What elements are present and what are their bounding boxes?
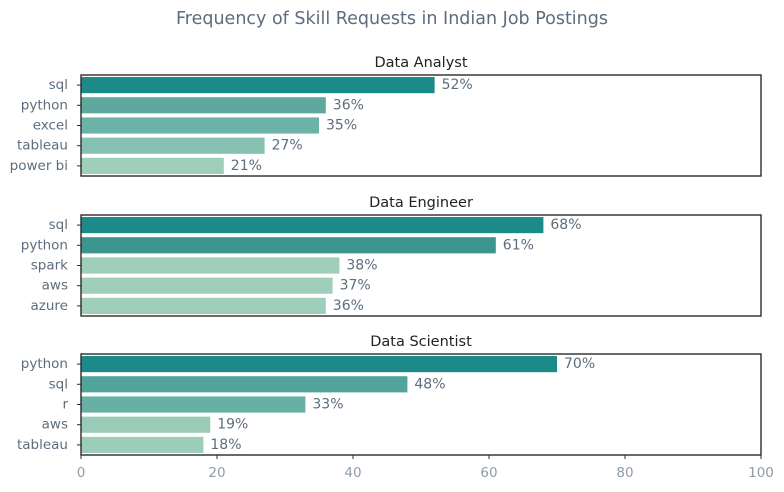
data-label: 70% — [564, 356, 595, 372]
panel-2: Data Scientist python 70% sql 48% r 33% aws 19% t… — [17, 334, 762, 456]
data-label: 27% — [272, 138, 303, 154]
bar — [81, 376, 408, 393]
data-label: 61% — [503, 237, 534, 253]
y-tick-label: excel — [33, 118, 68, 134]
y-tick-label: power bi — [10, 158, 68, 174]
x-tick-label: 20 — [208, 465, 225, 481]
chart-title: Frequency of Skill Requests in Indian Jo… — [176, 9, 608, 29]
y-tick-label: azure — [31, 298, 68, 314]
y-tick-label: python — [21, 97, 68, 113]
bar — [81, 356, 557, 373]
data-label: 68% — [550, 217, 581, 233]
bar — [81, 137, 265, 154]
bar — [81, 257, 340, 274]
y-tick-label: tableau — [17, 138, 68, 154]
panel-title: Data Analyst — [374, 55, 467, 71]
y-tick-label: aws — [42, 417, 68, 433]
panel-title: Data Scientist — [370, 334, 472, 350]
data-label: 18% — [210, 437, 241, 453]
bar — [81, 117, 319, 134]
bar — [81, 157, 224, 174]
bar — [81, 277, 333, 294]
y-tick-label: r — [62, 397, 68, 413]
data-label: 37% — [340, 278, 371, 294]
panel-frame — [80, 214, 762, 317]
chart-panels: Data Analyst sql 52% python 36% excel 35% table… — [10, 55, 762, 456]
panel-title: Data Engineer — [369, 195, 473, 211]
y-tick-label: sql — [49, 217, 68, 233]
bar — [81, 77, 435, 94]
data-label: 35% — [326, 118, 357, 134]
bar — [81, 97, 326, 114]
bar — [81, 396, 306, 413]
y-tick-label: python — [21, 356, 68, 372]
panel-0: Data Analyst sql 52% python 36% excel 35% table… — [10, 55, 762, 177]
y-tick-label: tableau — [17, 437, 68, 453]
y-tick-label: spark — [31, 258, 68, 274]
data-label: 38% — [346, 258, 377, 274]
x-tick-label: 40 — [344, 465, 361, 481]
x-tick-label: 60 — [480, 465, 497, 481]
data-label: 36% — [333, 97, 364, 113]
data-label: 52% — [442, 77, 473, 93]
panel-frame — [80, 74, 762, 177]
data-label: 36% — [333, 298, 364, 314]
y-tick-label: sql — [49, 77, 68, 93]
panel-frame — [80, 353, 762, 456]
data-label: 19% — [217, 417, 248, 433]
x-axis: 0 20 40 60 80 100 — [77, 455, 774, 481]
data-label: 48% — [414, 376, 445, 392]
panel-1: Data Engineer sql 68% python 61% spark 38% aws 3… — [21, 195, 762, 317]
y-tick-label: sql — [49, 376, 68, 392]
bar — [81, 217, 544, 234]
x-tick-label: 80 — [616, 465, 633, 481]
data-label: 21% — [231, 158, 262, 174]
data-label: 33% — [312, 397, 343, 413]
bar — [81, 297, 326, 314]
y-tick-label: aws — [42, 278, 68, 294]
x-tick-label: 100 — [748, 465, 774, 481]
bar — [81, 416, 211, 433]
bar — [81, 237, 496, 254]
bar — [81, 436, 204, 453]
y-tick-label: python — [21, 237, 68, 253]
x-tick-label: 0 — [77, 465, 86, 481]
